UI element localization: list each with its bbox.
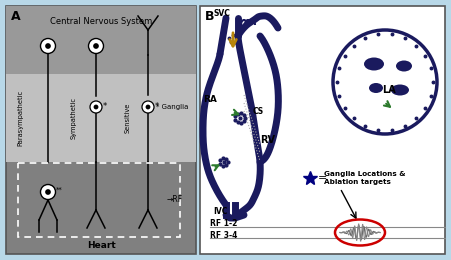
Text: *: * <box>155 102 159 112</box>
Text: RV: RV <box>261 135 276 145</box>
Text: =: = <box>318 173 327 183</box>
Circle shape <box>93 43 99 49</box>
Circle shape <box>146 105 150 109</box>
Text: RF 1-2: RF 1-2 <box>210 219 237 229</box>
Ellipse shape <box>369 83 383 93</box>
Text: A: A <box>11 10 21 23</box>
Text: B: B <box>205 10 215 23</box>
Text: Sensitive: Sensitive <box>125 103 131 133</box>
FancyBboxPatch shape <box>6 6 196 74</box>
Text: →RF: →RF <box>167 196 183 205</box>
FancyBboxPatch shape <box>6 6 196 254</box>
Text: Heart: Heart <box>87 242 115 250</box>
Text: **: ** <box>56 187 63 193</box>
Circle shape <box>45 189 51 195</box>
Circle shape <box>142 101 154 113</box>
Circle shape <box>45 43 51 49</box>
Text: LA: LA <box>382 85 396 95</box>
Circle shape <box>333 30 437 134</box>
Ellipse shape <box>364 57 384 70</box>
FancyBboxPatch shape <box>6 74 196 162</box>
Text: RA: RA <box>203 95 217 105</box>
Circle shape <box>90 101 102 113</box>
Circle shape <box>41 38 55 54</box>
Text: Parasympathetic: Parasympathetic <box>17 90 23 146</box>
Text: * Ganglia: * Ganglia <box>156 104 189 110</box>
Text: Central Nervous System: Central Nervous System <box>50 17 152 27</box>
Text: Sympathetic: Sympathetic <box>71 97 77 139</box>
Circle shape <box>41 185 55 199</box>
Text: IVC: IVC <box>213 207 227 217</box>
Circle shape <box>94 105 98 109</box>
Text: *: * <box>103 102 107 112</box>
Ellipse shape <box>391 84 409 95</box>
Text: CS: CS <box>253 107 264 116</box>
Circle shape <box>88 38 103 54</box>
Ellipse shape <box>396 61 412 72</box>
Text: Ablation targets: Ablation targets <box>324 179 391 185</box>
Text: SVC: SVC <box>214 10 230 18</box>
FancyBboxPatch shape <box>200 6 445 254</box>
Text: Ganglia Locations &: Ganglia Locations & <box>324 171 405 177</box>
Text: RF 3-4: RF 3-4 <box>210 231 237 239</box>
